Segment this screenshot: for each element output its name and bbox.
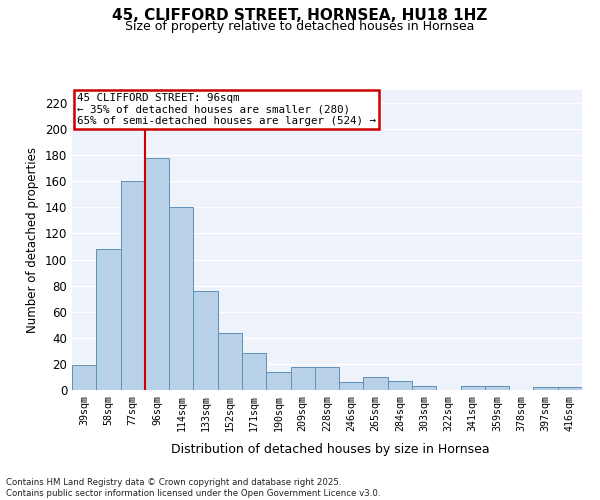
Y-axis label: Number of detached properties: Number of detached properties: [26, 147, 39, 333]
Bar: [388, 381, 412, 390]
Text: Contains HM Land Registry data © Crown copyright and database right 2025.
Contai: Contains HM Land Registry data © Crown c…: [6, 478, 380, 498]
Bar: [558, 388, 582, 390]
Bar: [121, 182, 145, 390]
Bar: [266, 372, 290, 390]
Bar: [218, 332, 242, 390]
Bar: [533, 388, 558, 390]
Bar: [412, 386, 436, 390]
Bar: [364, 377, 388, 390]
Bar: [193, 291, 218, 390]
Text: 45 CLIFFORD STREET: 96sqm
← 35% of detached houses are smaller (280)
65% of semi: 45 CLIFFORD STREET: 96sqm ← 35% of detac…: [77, 93, 376, 126]
Text: Size of property relative to detached houses in Hornsea: Size of property relative to detached ho…: [125, 20, 475, 33]
Bar: [485, 386, 509, 390]
Bar: [461, 386, 485, 390]
Bar: [145, 158, 169, 390]
Bar: [339, 382, 364, 390]
Bar: [315, 366, 339, 390]
Bar: [72, 365, 96, 390]
Bar: [290, 366, 315, 390]
Text: Distribution of detached houses by size in Hornsea: Distribution of detached houses by size …: [170, 442, 490, 456]
Bar: [169, 208, 193, 390]
Bar: [242, 354, 266, 390]
Text: 45, CLIFFORD STREET, HORNSEA, HU18 1HZ: 45, CLIFFORD STREET, HORNSEA, HU18 1HZ: [112, 8, 488, 22]
Bar: [96, 249, 121, 390]
